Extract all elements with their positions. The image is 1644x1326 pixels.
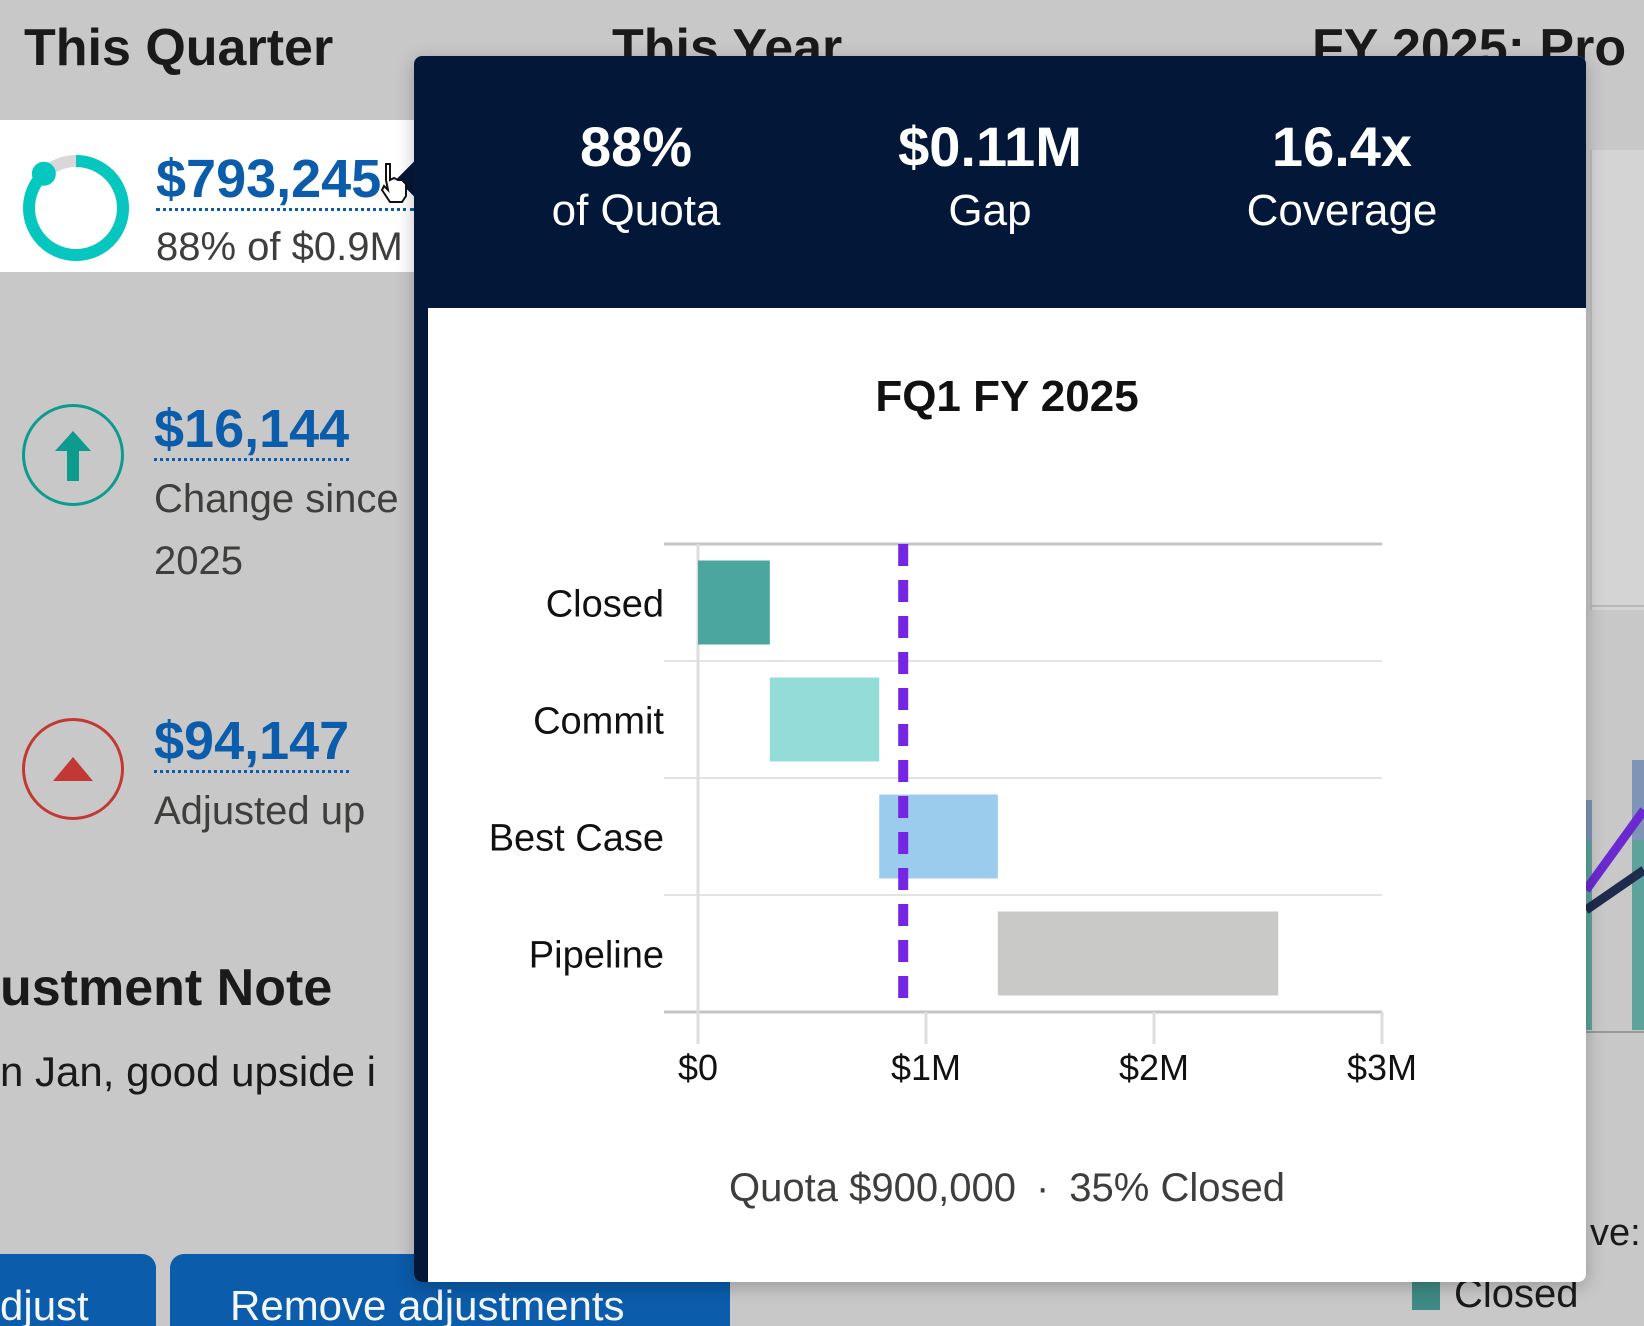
attainment-amount-link[interactable]: $793,245: [156, 150, 414, 211]
chart-category-label: Best Case: [489, 818, 664, 860]
hand-cursor-icon: [380, 163, 407, 203]
chart-bar-closed: [698, 560, 770, 645]
change-up-icon: [22, 404, 124, 506]
right-chart-panel: [1590, 150, 1644, 610]
chart-category-label: Commit: [533, 701, 664, 743]
adjusted-amount-link[interactable]: $94,147: [154, 711, 350, 773]
stat-gap: $0.11M Gap: [814, 56, 1166, 308]
forecast-popover: 88% of Quota $0.11M Gap 16.4x Coverage F…: [414, 56, 1586, 1282]
right-legend-partial: ve:: [1590, 1212, 1641, 1254]
stat-coverage-value: 16.4x: [1271, 115, 1413, 178]
column-title-this-quarter: This Quarter: [24, 19, 334, 77]
stat-of-quota-label: of Quota: [551, 186, 721, 235]
chart-category-label: Closed: [546, 584, 664, 626]
chart-x-tick-label: $0: [678, 1047, 718, 1088]
chart-bar-pipeline: [997, 911, 1279, 996]
change-subtext-line1: Change since: [154, 477, 399, 521]
chart-bar-commit: [769, 677, 880, 762]
legend-closed-swatch: [1412, 1282, 1440, 1310]
adjust-button[interactable]: djust: [0, 1254, 156, 1326]
stat-coverage-label: Coverage: [1246, 186, 1438, 235]
footer-closed-pct: 35% Closed: [1069, 1166, 1285, 1210]
adjusted-subtext: Adjusted up: [154, 789, 366, 833]
stat-coverage: 16.4x Coverage: [1166, 56, 1518, 308]
attainment-card[interactable]: [0, 120, 414, 272]
right-chart-gridline: [1590, 605, 1644, 607]
chart-x-tick-label: $3M: [1347, 1047, 1417, 1088]
popover-left-accent: [414, 308, 428, 1282]
adjustment-note-title: ustment Note: [0, 959, 333, 1017]
stat-of-quota-value: 88%: [579, 115, 693, 178]
chart-footer: Quota $900,000 · 35% Closed: [428, 1166, 1586, 1211]
footer-separator: ·: [1035, 1166, 1050, 1210]
popover-header: 88% of Quota $0.11M Gap 16.4x Coverage: [414, 56, 1586, 308]
adjustment-note-text: n Jan, good upside i: [0, 1048, 376, 1095]
change-amount-link[interactable]: $16,144: [154, 399, 350, 461]
adjusted-up-icon: [22, 718, 124, 820]
footer-quota: Quota $900,000: [729, 1166, 1016, 1210]
attainment-ring-icon: [23, 155, 129, 261]
change-subtext-line2: 2025: [154, 539, 243, 583]
right-chart-bars: [1586, 760, 1644, 1033]
chart-x-tick-label: $2M: [1119, 1047, 1189, 1088]
waterfall-chart: $0 $1M $2M $3M Closed Commit Best Case Pipeline: [489, 542, 1417, 1088]
chart-bar-best-case: [879, 794, 998, 879]
chart-title: FQ1 FY 2025: [875, 372, 1139, 421]
attainment-subtext: 88% of $0.9M: [156, 225, 403, 269]
stat-of-quota: 88% of Quota: [460, 56, 812, 308]
chart-category-label: Pipeline: [529, 935, 664, 977]
stat-gap-label: Gap: [948, 186, 1032, 235]
stat-gap-value: $0.11M: [898, 115, 1082, 178]
chart-x-tick-label: $1M: [891, 1047, 961, 1088]
